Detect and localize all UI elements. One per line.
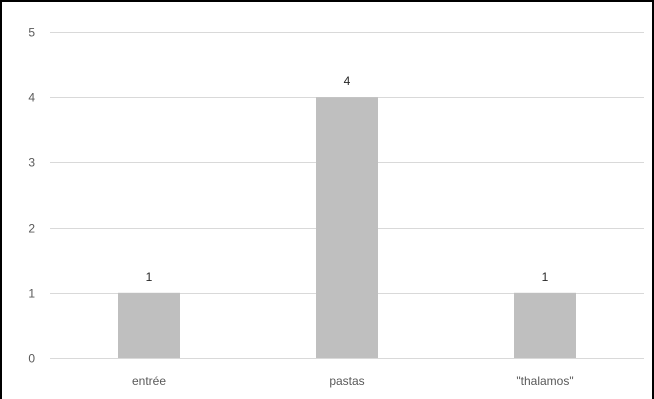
category-label: pastas — [329, 374, 364, 388]
bars — [118, 97, 576, 358]
bar-0 — [118, 292, 180, 358]
data-label: 1 — [146, 270, 153, 284]
y-tick-label: 2 — [28, 222, 35, 236]
category-label: entrée — [132, 374, 166, 388]
y-axis-ticks: 0 1 2 3 4 5 — [28, 26, 35, 366]
data-label: 4 — [344, 74, 351, 88]
bar-1 — [316, 97, 378, 358]
y-tick-label: 3 — [28, 156, 35, 170]
x-axis-categories: entrée pastas "thalamos" — [132, 374, 574, 388]
y-tick-label: 4 — [28, 91, 35, 105]
y-tick-label: 0 — [28, 352, 35, 366]
bar-2 — [514, 292, 576, 358]
data-label: 1 — [542, 270, 549, 284]
data-labels: 1 4 1 — [146, 74, 549, 284]
y-tick-label: 1 — [28, 287, 35, 301]
y-tick-label: 5 — [28, 26, 35, 40]
category-label: "thalamos" — [516, 374, 573, 388]
